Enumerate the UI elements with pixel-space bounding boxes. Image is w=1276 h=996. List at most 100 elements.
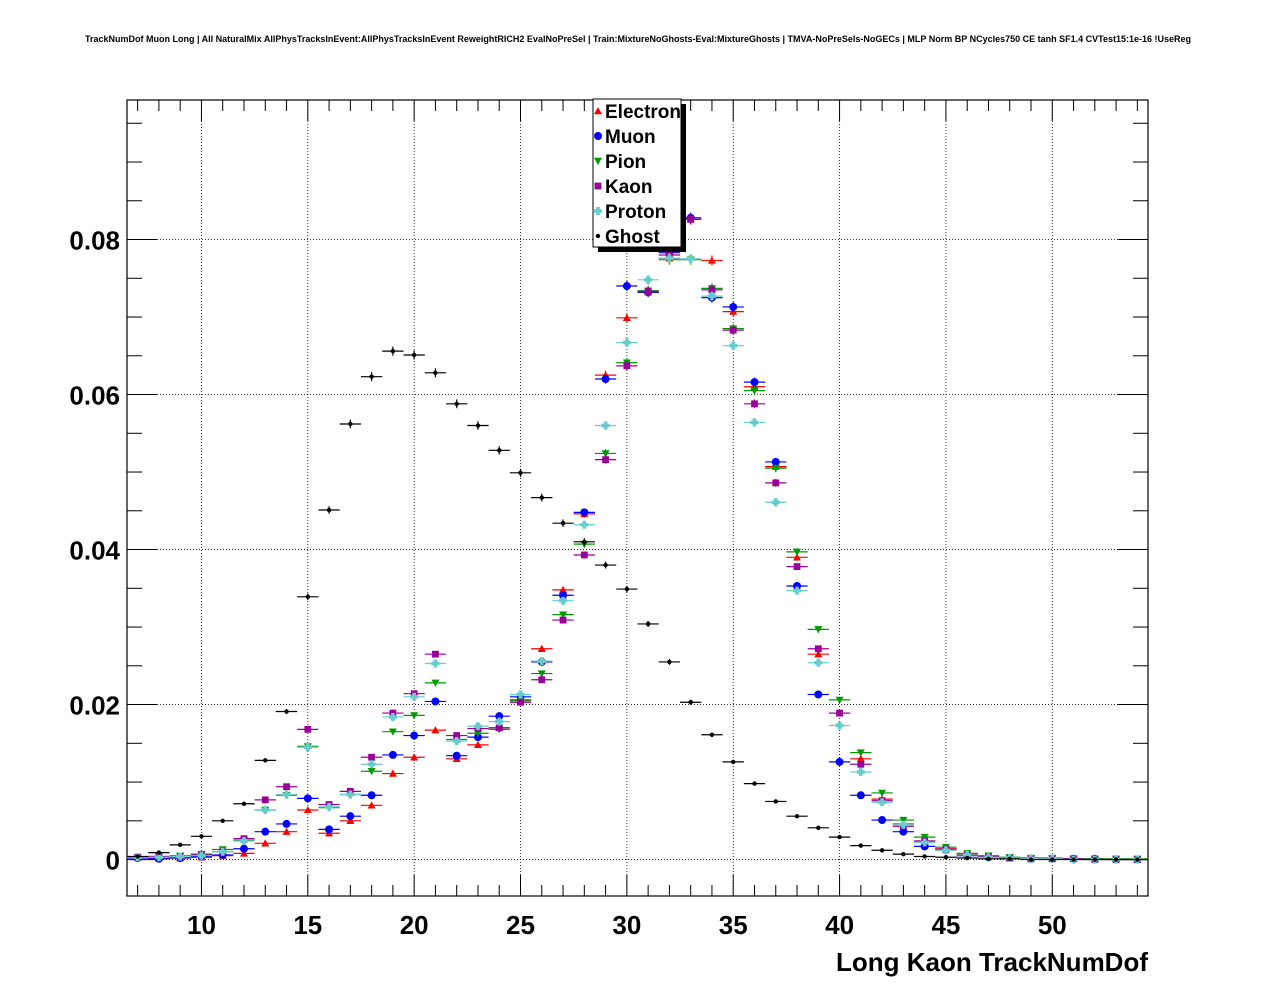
data-point: [261, 796, 269, 804]
data-point: [495, 717, 504, 726]
data-point: [346, 816, 355, 825]
data-point: [729, 341, 738, 350]
data-point: [943, 855, 949, 860]
data-point: [707, 256, 716, 264]
data-point: [771, 457, 780, 466]
data-point: [261, 839, 270, 847]
y-tick-labels: 0 0.02 0.04 0.06 0.08: [69, 226, 120, 876]
data-point: [750, 418, 759, 427]
data-point: [410, 692, 419, 701]
data-point: [537, 657, 546, 666]
data-point: [857, 760, 865, 768]
data-point: [645, 621, 651, 627]
data-point: [411, 352, 417, 358]
data-point: [624, 586, 630, 592]
data-point: [899, 827, 908, 836]
x-tick-label: 20: [400, 910, 429, 940]
x-tick-label: 25: [506, 910, 535, 940]
legend-label-proton: Proton: [605, 202, 666, 223]
data-point: [410, 753, 419, 761]
legend-marker-proton: [594, 207, 602, 215]
data-point: [388, 750, 397, 759]
data-point: [1071, 857, 1076, 862]
data-point: [538, 676, 546, 684]
data-point: [879, 848, 885, 853]
data-point: [369, 374, 374, 379]
data-point: [431, 659, 440, 668]
x-tick-label: 40: [825, 910, 854, 940]
data-point: [560, 520, 566, 526]
data-point: [814, 626, 823, 634]
data-point: [135, 854, 140, 859]
data-point: [644, 275, 653, 284]
data-point: [263, 758, 268, 763]
data-point: [835, 757, 844, 766]
data-point: [304, 725, 312, 733]
legend-entries: Electron Muon Pion Kaon Proton Ghost: [594, 102, 681, 248]
data-point: [367, 791, 376, 800]
data-point: [793, 553, 802, 561]
data-point: [793, 581, 802, 590]
data-point: [473, 722, 482, 731]
data-point: [750, 378, 759, 387]
data-point: [835, 721, 844, 730]
y-tick-label: 0.04: [69, 536, 120, 566]
data-point: [326, 507, 332, 513]
x-tick-label: 15: [293, 910, 322, 940]
data-point: [729, 302, 738, 311]
data-point: [241, 801, 247, 806]
data-point: [495, 724, 503, 732]
data-point: [388, 769, 397, 777]
y-tick-label: 0.06: [69, 381, 120, 411]
data-point: [431, 697, 440, 706]
data-point: [431, 679, 440, 687]
data-point: [858, 843, 864, 848]
data-point: [239, 836, 248, 845]
axis-ticks: [127, 100, 1148, 896]
x-tick-label: 35: [719, 910, 748, 940]
data-point: [580, 520, 589, 529]
data-point: [644, 288, 652, 295]
data-point: [667, 659, 672, 665]
legend-label-pion: Pion: [605, 152, 646, 173]
data-point: [261, 827, 270, 836]
data-point: [282, 790, 291, 799]
data-point: [622, 282, 631, 291]
data-point: [731, 759, 736, 765]
x-axis-label: Long Kaon TrackNumDof: [836, 947, 1148, 977]
data-point: [537, 670, 546, 678]
data-point: [346, 790, 355, 799]
data-point: [986, 856, 991, 861]
data-point: [771, 464, 780, 473]
data-point: [325, 802, 334, 811]
data-point: [305, 594, 311, 600]
data-point: [899, 816, 908, 825]
data-point: [793, 548, 802, 556]
data-point: [176, 852, 185, 861]
data-point: [303, 805, 312, 814]
x-tick-label: 30: [612, 910, 641, 940]
data-point: [431, 726, 440, 734]
data-point: [261, 805, 270, 814]
data-point: [473, 740, 482, 749]
x-tick-label: 50: [1038, 910, 1067, 940]
data-point: [899, 820, 908, 829]
legend-marker-electron: [594, 107, 602, 115]
data-point: [284, 709, 289, 714]
data-point: [1028, 857, 1034, 862]
data-point: [368, 753, 376, 761]
data-point: [475, 423, 481, 428]
data-point: [218, 847, 227, 856]
data-point: [497, 448, 502, 453]
data-point: [1092, 857, 1098, 862]
data-point: [856, 749, 865, 757]
data-point: [410, 712, 419, 720]
data-point: [816, 825, 821, 830]
data-point: [709, 732, 715, 737]
data-point: [1050, 857, 1055, 862]
data-point: [752, 781, 757, 786]
chart-title: TrackNumDof Muon Long | All NaturalMix A…: [85, 34, 1191, 44]
data-point: [156, 850, 162, 855]
data-point: [303, 794, 312, 803]
